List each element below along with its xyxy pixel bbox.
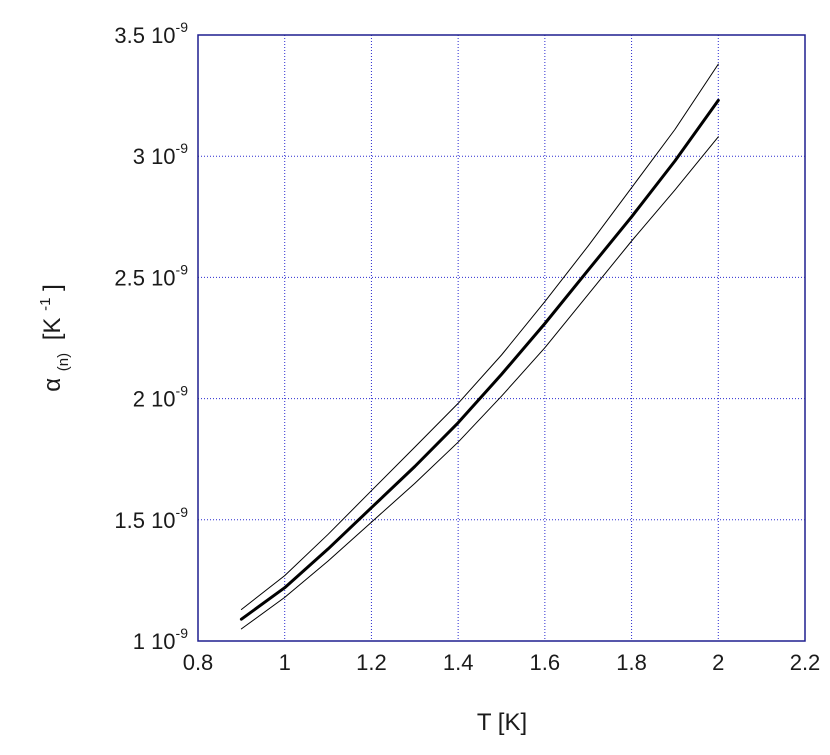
y-tick-labels: 1 10-9 1.5 10-9 2 10-9 2.5 10-9 3 10-9 3.5 10… — [114, 19, 188, 654]
x-tick-label: 1 — [279, 650, 291, 675]
plot-frame — [197, 34, 806, 642]
y-axis-subscript: (n) — [55, 353, 72, 371]
y-tick-label: 1.5 10-9 — [114, 504, 188, 533]
series-lines — [239, 63, 720, 630]
y-axis-title: α (n) [K -1 ] — [29, 284, 74, 392]
y-axis-unit-exp: -1 — [37, 298, 54, 311]
y-tick-label: 1 10-9 — [133, 625, 188, 654]
y-axis-unit-close: ] — [39, 284, 66, 291]
y-tick-label: 2.5 10-9 — [114, 261, 188, 290]
y-tick-label: 2 10-9 — [133, 383, 188, 412]
y-tick-label: 3.5 10-9 — [114, 19, 188, 48]
y-axis-unit-open: [K — [39, 318, 66, 341]
x-tick-label: 1.4 — [443, 650, 474, 675]
series-line-lower — [240, 136, 719, 630]
y-axis-symbol: α — [39, 378, 66, 392]
gridlines — [198, 35, 805, 641]
x-tick-label: 2.2 — [790, 650, 821, 675]
x-tick-label: 2 — [712, 650, 724, 675]
series-line-upper — [240, 63, 719, 610]
x-tick-labels: 0.8 1 1.2 1.4 1.6 1.8 2 2.2 — [183, 650, 821, 675]
x-tick-label: 1.2 — [356, 650, 387, 675]
x-tick-label: 1.8 — [616, 650, 647, 675]
series-line-central — [239, 98, 720, 621]
y-tick-label: 3 10-9 — [133, 140, 188, 169]
x-tick-label: 0.8 — [183, 650, 214, 675]
x-axis-title: T [K] — [477, 709, 527, 736]
svg-text:α (n) [K -1: α (n) [K -1 ] — [29, 284, 74, 392]
x-tick-label: 1.6 — [530, 650, 561, 675]
